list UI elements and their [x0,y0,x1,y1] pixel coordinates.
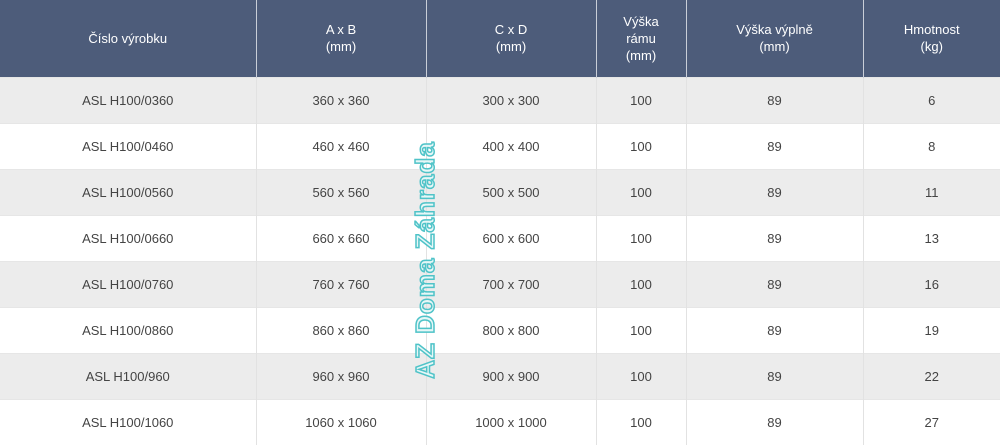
cell-product-number: ASL H100/960 [0,352,257,399]
cell-a-x-b: 560 x 560 [256,168,427,215]
cell-weight: 8 [863,122,1000,169]
cell-product-number: ASL H100/0860 [0,306,257,353]
cell-product-number: ASL H100/0760 [0,260,257,307]
cell-weight: 11 [863,168,1000,215]
cell-fill-height: 89 [686,260,864,307]
table-row: ASL H100/0460 460 x 460 400 x 400 100 89 8 [0,122,1000,169]
header-text: C x D [494,22,528,38]
cell-fill-height: 89 [686,76,864,123]
table-row: ASL H100/0360 360 x 360 300 x 300 100 89 6 [0,76,1000,123]
cell-frame-height: 100 [596,76,687,123]
cell-weight: 16 [863,260,1000,307]
cell-fill-height: 89 [686,214,864,261]
cell-a-x-b: 360 x 360 [256,76,427,123]
table-row: ASL H100/0760 760 x 760 700 x 700 100 89 16 [0,260,1000,307]
cell-c-x-d: 400 x 400 [426,122,597,169]
header-text: Výška [623,13,659,29]
cell-fill-height: 89 [686,168,864,215]
header-text: Výška výplně [736,22,813,38]
table-row: ASL H100/1060 1060 x 1060 1000 x 1000 100 89… [0,398,1000,445]
cell-frame-height: 100 [596,214,687,261]
table-row: ASL H100/0860 860 x 860 800 x 800 100 89 19 [0,306,1000,353]
cell-a-x-b: 1060 x 1060 [256,398,427,445]
cell-frame-height: 100 [596,122,687,169]
header-product-number: Číslo výrobku [0,0,257,77]
cell-c-x-d: 700 x 700 [426,260,597,307]
header-text: Hmotnost [903,22,960,38]
cell-fill-height: 89 [686,398,864,445]
cell-a-x-b: 960 x 960 [256,352,427,399]
cell-frame-height: 100 [596,260,687,307]
table-row: ASL H100/0660 660 x 660 600 x 600 100 89 13 [0,214,1000,261]
cell-weight: 19 [863,306,1000,353]
header-text: (mm) [625,47,657,63]
cell-frame-height: 100 [596,306,687,353]
header-text: (mm) [759,39,790,55]
cell-c-x-d: 300 x 300 [426,76,597,123]
header-frame-height: Výška rámu (mm) [596,0,687,77]
cell-fill-height: 89 [686,306,864,353]
cell-product-number: ASL H100/0560 [0,168,257,215]
cell-weight: 13 [863,214,1000,261]
header-text: rámu [626,30,656,46]
cell-c-x-d: 900 x 900 [426,352,597,399]
cell-c-x-d: 1000 x 1000 [426,398,597,445]
header-c-x-d: C x D (mm) [426,0,597,77]
table-row: ASL H100/960 960 x 960 900 x 900 100 89 22 [0,352,1000,399]
cell-product-number: ASL H100/0460 [0,122,257,169]
cell-product-number: ASL H100/1060 [0,398,257,445]
header-text: (mm) [495,39,527,55]
cell-a-x-b: 860 x 860 [256,306,427,353]
cell-product-number: ASL H100/0660 [0,214,257,261]
cell-a-x-b: 660 x 660 [256,214,427,261]
header-weight: Hmotnost (kg) [863,0,1000,77]
cell-weight: 22 [863,352,1000,399]
cell-frame-height: 100 [596,168,687,215]
cell-a-x-b: 460 x 460 [256,122,427,169]
header-row: Číslo výrobku A x B (mm) C x D (mm) Výška rámu… [0,0,1000,77]
header-text: (kg) [920,39,943,55]
cell-c-x-d: 500 x 500 [426,168,597,215]
cell-frame-height: 100 [596,398,687,445]
header-fill-height: Výška výplně (mm) [686,0,864,77]
cell-weight: 6 [863,76,1000,123]
cell-fill-height: 89 [686,122,864,169]
cell-a-x-b: 760 x 760 [256,260,427,307]
table-row: ASL H100/0560 560 x 560 500 x 500 100 89 11 [0,168,1000,215]
cell-c-x-d: 800 x 800 [426,306,597,353]
cell-product-number: ASL H100/0360 [0,76,257,123]
header-text: Číslo výrobku [88,30,168,46]
header-a-x-b: A x B (mm) [256,0,427,77]
cell-weight: 27 [863,398,1000,445]
header-text: (mm) [325,39,357,55]
header-text: A x B [325,22,357,38]
cell-frame-height: 100 [596,352,687,399]
cell-c-x-d: 600 x 600 [426,214,597,261]
cell-fill-height: 89 [686,352,864,399]
